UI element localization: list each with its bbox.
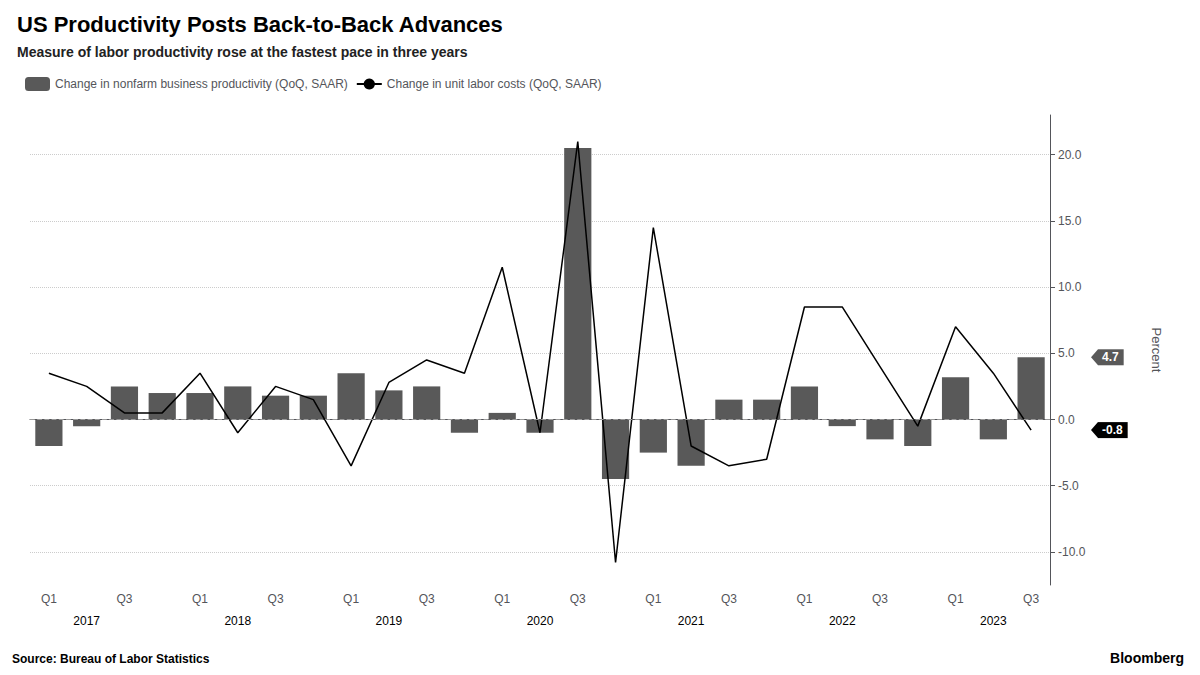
svg-text:Q3: Q3	[268, 592, 284, 606]
svg-text:Q1: Q1	[796, 592, 812, 606]
svg-text:Change in nonfarm business pro: Change in nonfarm business productivity …	[55, 77, 348, 91]
svg-text:Q3: Q3	[570, 592, 586, 606]
svg-text:5.0: 5.0	[1058, 346, 1075, 360]
svg-text:-10.0: -10.0	[1058, 545, 1086, 559]
svg-text:2020: 2020	[527, 614, 554, 628]
svg-text:Bloomberg: Bloomberg	[1110, 650, 1184, 666]
svg-text:Percent: Percent	[1149, 328, 1164, 373]
svg-text:Change in unit labor costs (Qo: Change in unit labor costs (QoQ, SAAR)	[387, 77, 602, 91]
svg-text:Q3: Q3	[721, 592, 737, 606]
svg-text:US Productivity Posts Back-to-: US Productivity Posts Back-to-Back Advan…	[17, 12, 503, 37]
svg-text:2021: 2021	[678, 614, 705, 628]
svg-text:15.0: 15.0	[1058, 214, 1082, 228]
svg-text:2022: 2022	[829, 614, 856, 628]
svg-text:Q1: Q1	[494, 592, 510, 606]
svg-text:Q1: Q1	[645, 592, 661, 606]
svg-text:20.0: 20.0	[1058, 148, 1082, 162]
svg-text:Q1: Q1	[192, 592, 208, 606]
svg-text:2019: 2019	[376, 614, 403, 628]
svg-text:Q1: Q1	[948, 592, 964, 606]
svg-text:Q3: Q3	[872, 592, 888, 606]
svg-text:-0.8: -0.8	[1102, 423, 1123, 437]
svg-text:-5.0: -5.0	[1058, 479, 1079, 493]
svg-text:2023: 2023	[980, 614, 1007, 628]
svg-text:Q3: Q3	[116, 592, 132, 606]
svg-text:4.7: 4.7	[1102, 350, 1119, 364]
svg-text:Source: Bureau of Labor Statis: Source: Bureau of Labor Statistics	[12, 652, 210, 666]
svg-text:0.0: 0.0	[1058, 413, 1075, 427]
svg-text:2018: 2018	[224, 614, 251, 628]
svg-text:Q1: Q1	[41, 592, 57, 606]
svg-text:Measure of labor productivity: Measure of labor productivity rose at th…	[17, 44, 468, 60]
svg-text:10.0: 10.0	[1058, 280, 1082, 294]
svg-text:Q3: Q3	[1023, 592, 1039, 606]
svg-text:2017: 2017	[73, 614, 100, 628]
svg-text:Q3: Q3	[419, 592, 435, 606]
svg-text:Q1: Q1	[343, 592, 359, 606]
